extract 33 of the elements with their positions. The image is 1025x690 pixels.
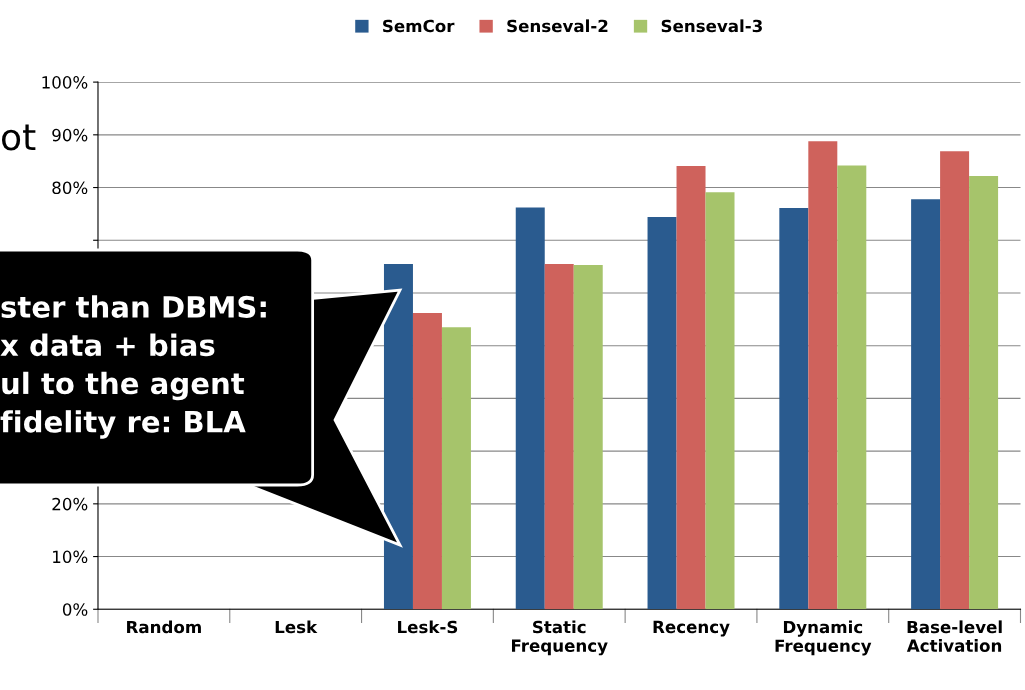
bar [969, 175, 999, 610]
legend-label: SemCor [383, 19, 455, 33]
bar [573, 265, 603, 610]
bar [544, 263, 574, 610]
bar [383, 263, 413, 610]
legend-label: Senseval-3 [661, 19, 762, 33]
legend-label: Senseval-2 [507, 19, 608, 33]
text: ot [1, 124, 36, 151]
annotation: ster than DBMS: x data + bias ul to the agent fidelity re: BLA [0, 295, 266, 439]
bar [441, 327, 471, 610]
x-tick-label: Lesk [275, 620, 318, 634]
bar [676, 165, 706, 610]
bar [837, 165, 867, 610]
y-tick-label: 20% [52, 497, 88, 511]
bar [911, 199, 941, 610]
x-tick-label: Random [127, 620, 201, 634]
bar [779, 208, 809, 610]
y-tick-label: 80% [52, 181, 88, 195]
x-tick-label: Base-level Activation [906, 620, 1002, 652]
y-tick-label: 90% [52, 128, 88, 142]
x-tick-label: Recency [653, 620, 730, 637]
x-tick-label: Lesk-S [398, 620, 458, 634]
y-tick-label: 100% [42, 76, 88, 89]
bar [412, 313, 442, 610]
y-tick-label: 0% [62, 603, 88, 616]
bar [940, 151, 970, 610]
y-tick-label: 10% [53, 550, 88, 564]
x-tick-label: Static Frequency [511, 620, 608, 656]
bar [705, 192, 735, 610]
bar [647, 217, 677, 610]
bar [515, 207, 545, 610]
x-tick-label: Dynamic Frequency [775, 620, 872, 656]
bar [808, 141, 838, 610]
